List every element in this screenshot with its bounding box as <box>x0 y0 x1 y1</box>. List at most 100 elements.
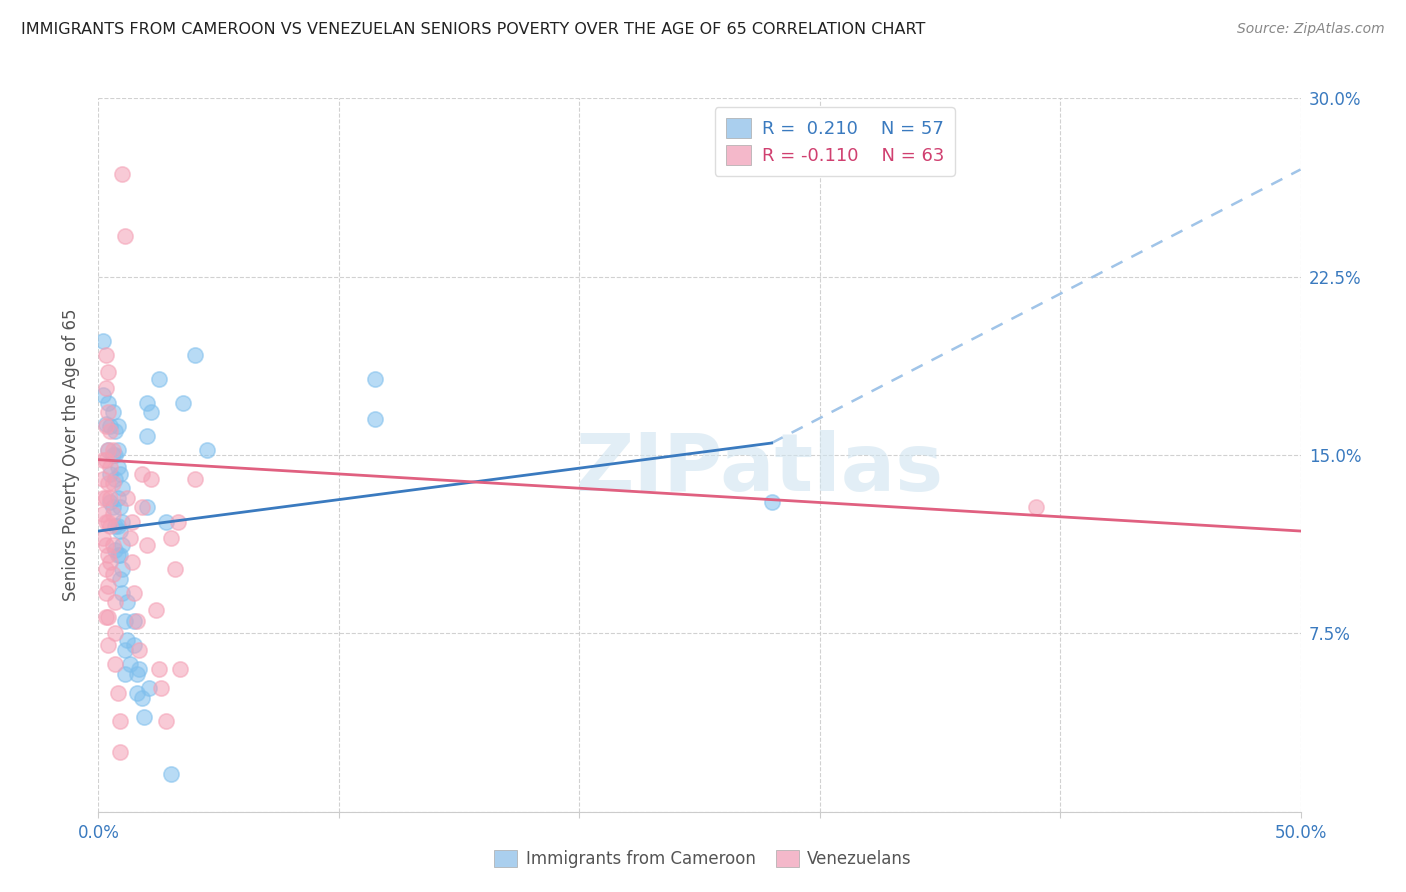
Point <box>94 609 117 624</box>
Point <box>125 666 148 681</box>
Point <box>111 167 134 181</box>
Point <box>114 666 136 681</box>
Point <box>94 452 117 467</box>
Point <box>101 500 124 515</box>
Point <box>111 538 134 552</box>
Point <box>141 472 163 486</box>
Legend: Immigrants from Cameroon, Venezuelans: Immigrants from Cameroon, Venezuelans <box>488 843 918 875</box>
Point <box>91 334 114 348</box>
Point <box>111 481 134 495</box>
Point <box>145 602 167 616</box>
Point <box>97 548 120 562</box>
Point <box>91 508 114 522</box>
Point <box>172 395 194 409</box>
Point <box>94 348 117 362</box>
Point <box>117 491 139 505</box>
Point <box>108 467 131 481</box>
Point <box>97 476 120 491</box>
Point <box>97 395 120 409</box>
Point <box>97 443 120 458</box>
Point <box>97 405 120 419</box>
Point <box>124 638 146 652</box>
Point <box>124 615 146 629</box>
Point <box>100 467 122 481</box>
Point <box>107 491 129 505</box>
Point <box>94 515 117 529</box>
Point <box>101 476 124 491</box>
Text: Source: ZipAtlas.com: Source: ZipAtlas.com <box>1237 22 1385 37</box>
Point <box>114 229 136 244</box>
Point <box>1025 500 1047 515</box>
Text: IMMIGRANTS FROM CAMEROON VS VENEZUELAN SENIORS POVERTY OVER THE AGE OF 65 CORREL: IMMIGRANTS FROM CAMEROON VS VENEZUELAN S… <box>21 22 925 37</box>
Point <box>104 448 127 462</box>
Point <box>131 500 153 515</box>
Point <box>195 443 218 458</box>
Point <box>94 538 117 552</box>
Point <box>94 419 117 434</box>
Point <box>100 519 122 533</box>
Point <box>125 686 148 700</box>
Point <box>104 424 127 438</box>
Point <box>108 572 131 586</box>
Point <box>104 543 127 558</box>
Point <box>121 515 143 529</box>
Point <box>108 548 131 562</box>
Point <box>100 459 122 474</box>
Point <box>100 424 122 438</box>
Point <box>108 745 131 759</box>
Point <box>94 417 117 431</box>
Point <box>141 405 163 419</box>
Point <box>104 472 127 486</box>
Point <box>97 443 120 458</box>
Point <box>104 626 127 640</box>
Point <box>108 714 131 729</box>
Point <box>104 519 127 533</box>
Point <box>111 586 134 600</box>
Point <box>104 657 127 672</box>
Point <box>101 538 124 552</box>
Point <box>104 595 127 609</box>
Point <box>101 508 124 522</box>
Point <box>91 452 114 467</box>
Point <box>91 531 114 545</box>
Point <box>101 405 124 419</box>
Point <box>100 555 122 569</box>
Y-axis label: Seniors Poverty Over the Age of 65: Seniors Poverty Over the Age of 65 <box>62 309 80 601</box>
Point <box>135 538 157 552</box>
Point <box>101 448 124 462</box>
Point <box>124 586 146 600</box>
Point <box>107 459 129 474</box>
Point <box>364 372 387 386</box>
Point <box>94 562 117 576</box>
Point <box>94 586 117 600</box>
Point <box>107 419 129 434</box>
Point <box>138 681 160 695</box>
Point <box>91 388 114 402</box>
Point <box>166 515 188 529</box>
Point <box>128 643 150 657</box>
Point <box>100 491 122 505</box>
Point <box>100 419 122 434</box>
Point <box>148 372 170 386</box>
Point <box>97 638 120 652</box>
Point <box>108 524 131 538</box>
Point <box>155 714 177 729</box>
Point <box>97 365 120 379</box>
Point <box>114 615 136 629</box>
Point <box>132 709 155 723</box>
Point <box>97 579 120 593</box>
Point <box>101 566 124 581</box>
Point <box>165 562 187 576</box>
Point <box>118 657 141 672</box>
Point <box>107 443 129 458</box>
Point <box>125 615 148 629</box>
Text: ZIPatlas: ZIPatlas <box>575 430 943 508</box>
Point <box>135 500 157 515</box>
Point <box>91 472 114 486</box>
Point <box>135 429 157 443</box>
Point <box>135 395 157 409</box>
Point <box>183 348 205 362</box>
Point <box>117 595 139 609</box>
Point <box>94 491 117 505</box>
Point <box>131 690 153 705</box>
